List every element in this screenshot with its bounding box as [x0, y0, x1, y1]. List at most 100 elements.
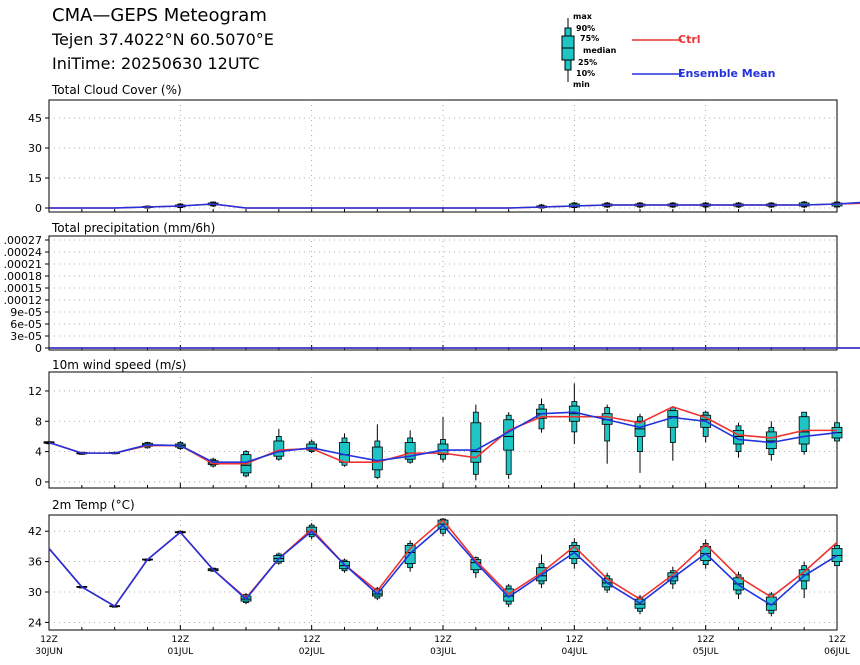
- x-date-label: 02JUL: [299, 647, 325, 657]
- box-18: [634, 595, 646, 615]
- panel-title-cloud: Total Cloud Cover (%): [52, 83, 182, 97]
- y-tick-label: 6e-05: [10, 318, 42, 331]
- legend-label-p25: 25%: [578, 58, 598, 67]
- box-lower-tail: [735, 589, 742, 595]
- y-tick-label: 30: [28, 586, 42, 599]
- box-lower-tail: [702, 560, 709, 566]
- box-19: [667, 406, 679, 461]
- legend-lines: [632, 39, 682, 75]
- box-upper-tail: [538, 563, 545, 569]
- mean-line: [49, 347, 860, 349]
- box-lower-tail: [604, 423, 611, 442]
- mean-line: [49, 201, 860, 209]
- box-body: [470, 422, 482, 463]
- box-lower-tail: [538, 417, 545, 430]
- box-upper-tail: [275, 436, 282, 442]
- y-tick-label: 12: [28, 385, 42, 398]
- box-lower-tail: [768, 609, 775, 614]
- legend-label-min: min: [573, 80, 590, 89]
- box-lower-tail: [472, 461, 479, 475]
- box-lower-tail: [374, 469, 381, 478]
- y-tick-label: 4: [35, 446, 42, 459]
- box-lower-tail: [801, 443, 808, 453]
- box-upper-tail: [735, 425, 742, 431]
- box-17: [601, 404, 613, 464]
- box-upper-tail: [702, 411, 709, 416]
- y-tick-label: 45: [28, 112, 42, 125]
- mean-line: [48, 411, 838, 464]
- legend-label-p90: 90%: [576, 24, 596, 33]
- mean-line: [48, 524, 838, 607]
- y-tick-label: 0: [35, 476, 42, 489]
- box-lower-tail: [440, 454, 446, 460]
- box-10: [371, 424, 383, 479]
- box-upper-tail: [637, 416, 643, 422]
- box-lower-tail: [440, 528, 446, 534]
- box-lower-tail: [801, 580, 808, 590]
- box-lower-tail: [407, 458, 414, 463]
- box-upper-tail: [374, 440, 381, 448]
- legend-mean-label: Ensemble Mean: [678, 67, 776, 80]
- init-time-label: IniTime: 20250630 12UTC: [52, 54, 260, 73]
- x-hour-label: 12Z: [697, 635, 715, 645]
- panel-2: 0 4 8 12: [28, 371, 843, 489]
- legend-label-max: max: [573, 12, 592, 21]
- box-upper-tail: [243, 451, 249, 456]
- y-tick-label: 0: [35, 342, 42, 355]
- box-lower-tail: [834, 561, 840, 567]
- y-tick-label: 0: [35, 202, 42, 215]
- box-20: [700, 410, 712, 443]
- x-hour-label: 12Z: [828, 635, 846, 645]
- y-tick-label: 3e-05: [10, 330, 42, 343]
- box-upper-tail: [407, 437, 414, 443]
- box-lower-tail: [505, 449, 512, 475]
- box-body: [831, 548, 843, 563]
- box-upper-tail: [538, 404, 545, 410]
- box-16: [568, 202, 580, 208]
- box-upper-tail: [834, 544, 840, 549]
- box-lower-tail: [505, 600, 512, 605]
- x-hour-label: 12Z: [566, 635, 584, 645]
- box-lower-tail: [243, 472, 249, 477]
- box-upper-tail: [768, 426, 775, 433]
- box-lower-tail: [571, 420, 578, 433]
- box-18: [634, 413, 646, 473]
- box-23: [798, 411, 810, 455]
- legend-label-p75: 75%: [580, 34, 600, 43]
- box-lower-tail: [834, 437, 840, 442]
- box-7: [273, 428, 285, 461]
- legend-box-symbol: [561, 18, 575, 82]
- x-date-label: 01JUL: [167, 647, 193, 657]
- box-upper-tail: [440, 439, 446, 445]
- box-upper-tail: [571, 401, 578, 407]
- box-22: [765, 421, 777, 461]
- box-upper-tail: [505, 414, 512, 421]
- panel-1: 03e-056e-059e-05.00012.00015.00018.00021…: [4, 234, 860, 355]
- box-24: [831, 172, 843, 208]
- box-upper-tail: [604, 407, 611, 415]
- box-body: [404, 442, 416, 460]
- y-tick-label: 30: [28, 142, 42, 155]
- box-body: [503, 588, 515, 602]
- box-lower-tail: [275, 455, 282, 460]
- location-label: Tejen 37.4022°N 60.5070°E: [52, 30, 274, 49]
- y-tick-label: 42: [28, 525, 42, 538]
- box-body: [339, 442, 350, 463]
- box-11: [404, 430, 416, 464]
- panel-0: 0 15 30 45: [28, 99, 860, 215]
- legend-label-median: median: [583, 46, 617, 55]
- box-14: [503, 412, 515, 479]
- y-tick-label: .00027: [4, 234, 43, 247]
- y-tick-label: 9e-05: [10, 306, 42, 319]
- panel-title-temp: 2m Temp (°C): [52, 498, 135, 512]
- panel-3: 24 30 36 42: [28, 514, 843, 631]
- x-hour-label: 12Z: [172, 635, 190, 645]
- box-lower-tail: [538, 580, 545, 585]
- box-lower-tail: [472, 569, 479, 574]
- box-12: [437, 416, 449, 463]
- y-tick-label: .00015: [4, 282, 43, 295]
- box-24: [831, 542, 843, 569]
- box-lower-tail: [702, 426, 709, 437]
- box-lower-tail: [637, 607, 643, 612]
